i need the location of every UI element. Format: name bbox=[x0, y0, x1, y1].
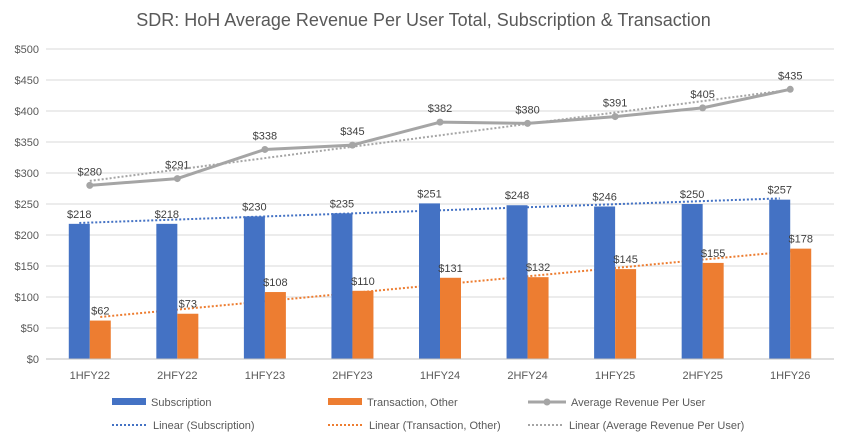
subscription-bar bbox=[243, 216, 265, 359]
legend-label-trendline: Linear (Average Revenue Per User) bbox=[569, 420, 744, 432]
subscription-bar bbox=[68, 223, 90, 359]
subscription-bar bbox=[769, 199, 791, 359]
subscription-bar bbox=[419, 203, 440, 359]
chart-title: SDR: HoH Average Revenue Per User Total,… bbox=[136, 10, 711, 30]
y-tick-label: $50 bbox=[21, 323, 39, 335]
transaction-bar bbox=[615, 269, 637, 359]
transaction-data-label: $155 bbox=[701, 248, 725, 260]
y-tick-label: $400 bbox=[15, 106, 39, 118]
subscription-bar bbox=[156, 223, 178, 359]
arpu-point bbox=[611, 113, 619, 121]
legend-label-subscription: Subscription bbox=[151, 397, 212, 409]
legend-swatch-transaction bbox=[328, 398, 362, 405]
y-tick-label: $150 bbox=[15, 261, 39, 273]
legend-marker-arpu bbox=[543, 398, 551, 406]
transaction-data-label: $132 bbox=[526, 262, 550, 274]
y-tick-label: $0 bbox=[27, 354, 39, 366]
subscription-data-label: $235 bbox=[330, 198, 354, 210]
arpu-point bbox=[348, 141, 356, 149]
y-tick-label: $200 bbox=[15, 230, 39, 242]
subscription-data-label: $218 bbox=[67, 209, 91, 221]
y-tick-label: $300 bbox=[15, 168, 39, 180]
line-series bbox=[86, 85, 794, 189]
axes: $0 $50 $100 $150 $200 $250 $300 $350 $400 $450 $50… bbox=[15, 44, 834, 382]
subscription-bar bbox=[594, 206, 616, 359]
transaction-bar bbox=[89, 320, 111, 359]
y-tick-label: $500 bbox=[15, 44, 39, 56]
x-tick-label: 2HFY24 bbox=[507, 370, 547, 382]
legend-label-trendline: Linear (Transaction, Other) bbox=[369, 420, 501, 432]
legend-swatch-subscription bbox=[112, 398, 146, 405]
arpu-data-label: $291 bbox=[165, 160, 189, 172]
transaction-data-label: $62 bbox=[91, 306, 109, 318]
legend-label-transaction: Transaction, Other bbox=[367, 397, 458, 409]
arpu-point bbox=[436, 118, 444, 126]
legend-label-trendline: Linear (Subscription) bbox=[153, 420, 255, 432]
arpu-data-label: $435 bbox=[778, 70, 802, 82]
transaction-data-label: $178 bbox=[788, 234, 812, 246]
arpu-point bbox=[786, 85, 794, 93]
bars bbox=[68, 199, 812, 359]
arpu-data-label: $345 bbox=[340, 126, 364, 138]
subscription-data-label: $257 bbox=[767, 185, 791, 197]
trendlines bbox=[79, 88, 801, 318]
subscription-bar bbox=[331, 213, 353, 359]
arpu-data-label: $391 bbox=[603, 98, 627, 110]
x-tick-label: 2HFY25 bbox=[682, 370, 722, 382]
y-tick-label: $450 bbox=[15, 75, 39, 87]
legend: Subscription Transaction, Other Average Re… bbox=[112, 397, 744, 432]
transaction-bar bbox=[177, 313, 199, 359]
transaction-data-label: $145 bbox=[613, 254, 637, 266]
arpu-point bbox=[261, 145, 269, 153]
x-tick-label: 1HFY25 bbox=[595, 370, 635, 382]
subscription-data-label: $248 bbox=[505, 190, 529, 202]
transaction-bar bbox=[440, 277, 461, 359]
y-tick-label: $350 bbox=[15, 137, 39, 149]
arpu-data-label: $405 bbox=[690, 89, 714, 101]
trendline-subscription bbox=[79, 197, 780, 224]
subscription-data-label: $250 bbox=[680, 189, 704, 201]
arpu-data-label: $382 bbox=[428, 103, 452, 115]
arpu-data-label: $280 bbox=[78, 166, 102, 178]
arpu-data-label: $338 bbox=[253, 130, 277, 142]
trendline-arpu bbox=[89, 88, 791, 182]
data-labels: $218 $218 $230 $235 $251 $248 $246 $250 $257 $62 $… bbox=[67, 70, 813, 317]
x-tick-label: 1HFY24 bbox=[420, 370, 460, 382]
transaction-bar bbox=[264, 292, 286, 359]
arpu-point bbox=[86, 181, 94, 189]
x-tick-label: 1HFY23 bbox=[245, 370, 285, 382]
transaction-data-label: $108 bbox=[263, 277, 287, 289]
legend-label-arpu: Average Revenue Per User bbox=[571, 397, 706, 409]
subscription-data-label: $218 bbox=[155, 209, 179, 221]
x-tick-label: 1HFY22 bbox=[70, 370, 110, 382]
arpu-point bbox=[173, 175, 181, 183]
trendline-transaction bbox=[100, 249, 801, 318]
subscription-data-label: $251 bbox=[417, 188, 441, 200]
transaction-data-label: $110 bbox=[351, 276, 375, 288]
y-tick-label: $100 bbox=[15, 292, 39, 304]
transaction-bar bbox=[352, 290, 374, 359]
arpu-data-label: $380 bbox=[515, 104, 539, 116]
x-tick-label: 2HFY23 bbox=[332, 370, 372, 382]
transaction-data-label: $73 bbox=[179, 299, 197, 311]
y-tick-label: $250 bbox=[15, 199, 39, 211]
x-tick-label: 1HFY26 bbox=[770, 370, 810, 382]
transaction-data-label: $131 bbox=[438, 263, 462, 275]
transaction-bar bbox=[790, 248, 812, 359]
subscription-bar bbox=[681, 204, 703, 359]
subscription-data-label: $246 bbox=[592, 191, 616, 203]
x-tick-label: 2HFY22 bbox=[157, 370, 197, 382]
arpu-point bbox=[524, 119, 532, 127]
transaction-bar bbox=[527, 277, 549, 359]
subscription-bar bbox=[506, 205, 528, 359]
transaction-bar bbox=[702, 262, 724, 359]
subscription-data-label: $230 bbox=[242, 201, 266, 213]
arpu-point bbox=[699, 104, 707, 112]
